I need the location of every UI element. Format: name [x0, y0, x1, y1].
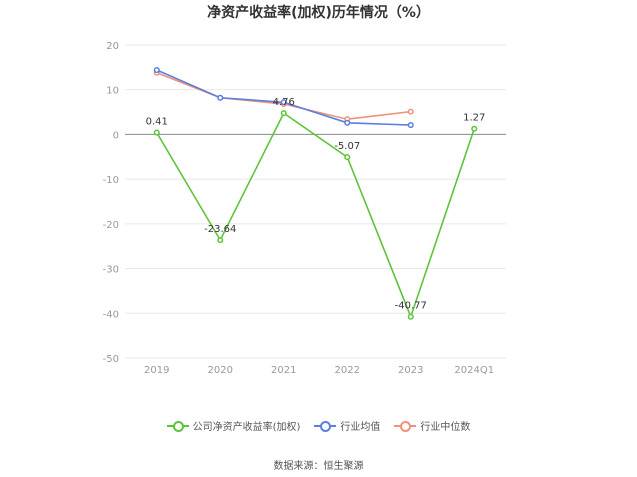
data-point — [153, 129, 160, 136]
data-label: -23.64 — [204, 224, 236, 235]
data-label: 0.41 — [146, 117, 168, 128]
legend-item-industry-median[interactable]: 行业中位数 — [394, 418, 470, 433]
data-point — [217, 237, 224, 244]
data-point — [471, 125, 478, 132]
legend-swatch-industry-median — [394, 420, 417, 432]
legend-label-industry-mean: 行业均值 — [340, 422, 381, 433]
legend-item-company[interactable]: 公司净资产收益率(加权) — [166, 418, 301, 433]
data-point — [407, 108, 414, 115]
data-point — [153, 66, 160, 74]
y-tick-label: -10 — [103, 175, 119, 186]
y-tick-label: -30 — [103, 265, 119, 276]
data-source: 数据来源：恒生聚源 — [273, 461, 364, 472]
x-tick-label: 2023 — [398, 365, 423, 376]
x-tick-label: 2022 — [335, 365, 360, 376]
x-tick-label: 2020 — [208, 365, 233, 376]
data-point — [407, 121, 414, 129]
legend-item-industry-mean[interactable]: 行业均值 — [314, 418, 380, 433]
data-point — [217, 94, 224, 101]
chart-legend: 公司净资产收益率(加权) 行业均值 行业中位数 — [0, 418, 637, 433]
data-label: -5.07 — [334, 141, 360, 152]
y-tick-label: -50 — [103, 354, 119, 365]
y-tick-label: -40 — [103, 309, 119, 320]
data-label: 1.27 — [463, 113, 485, 124]
data-label: -40.77 — [395, 301, 427, 312]
x-tick-label: 2021 — [271, 365, 296, 376]
legend-swatch-industry-mean — [314, 420, 337, 432]
legend-label-industry-median: 行业中位数 — [420, 422, 471, 433]
data-label: 4.76 — [273, 97, 295, 108]
legend-swatch-company — [166, 420, 189, 432]
data-point — [344, 154, 351, 161]
series-line — [156, 111, 476, 320]
y-tick-label: -20 — [103, 220, 119, 231]
legend-label-company: 公司净资产收益率(加权) — [192, 422, 301, 433]
data-point — [280, 110, 287, 117]
data-point — [407, 313, 414, 320]
y-tick-label: 0 — [113, 130, 119, 141]
y-tick-label: 10 — [106, 86, 119, 97]
x-tick-label: 2019 — [144, 365, 169, 376]
y-tick-label: 20 — [106, 41, 119, 52]
data-point — [280, 99, 287, 106]
chart-title: 净资产收益率(加权)历年情况（%） — [207, 5, 430, 21]
data-point — [344, 119, 351, 126]
x-tick-label: 2024Q1 — [454, 365, 494, 376]
